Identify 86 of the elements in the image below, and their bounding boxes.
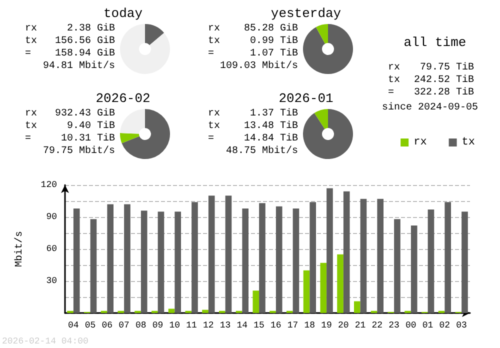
x-tick-label: 17: [287, 320, 298, 330]
bar: [276, 206, 282, 313]
text: 79.75 Mbit/s: [42, 145, 115, 157]
bar: [140, 210, 148, 313]
x-tick-label: 14: [236, 320, 248, 330]
bar: [107, 204, 114, 313]
text: = 14.84 TiB: [208, 134, 298, 144]
x-tick-label: 01: [422, 320, 434, 330]
legend-label: rx: [414, 136, 428, 148]
legend-label: tx: [462, 136, 476, 148]
y-tick-label: 90: [46, 212, 57, 222]
bar: [410, 226, 418, 313]
text: tx 242.52 TiB: [388, 75, 474, 86]
x-tick-label: 00: [406, 320, 416, 330]
x-tick-label: 10: [169, 320, 180, 330]
text: tx 0.99 TiB: [208, 36, 298, 47]
x-tick-label: 07: [118, 320, 130, 330]
text: tx 156.56 GiB: [25, 36, 115, 47]
text: all time: [404, 35, 466, 50]
x-tick-label: 04: [68, 320, 79, 330]
text: since 2024-09-05: [382, 102, 478, 114]
text: 48.75 Mbit/s: [226, 145, 298, 157]
x-tick-label: 06: [102, 320, 113, 330]
bar: [124, 204, 130, 313]
bar: [90, 219, 97, 313]
bar: [303, 270, 310, 313]
y-axis-title: Mbit/s: [14, 230, 26, 268]
bar: [428, 210, 434, 313]
text: = 158.94 GiB: [25, 48, 115, 60]
x-tick-label: 22: [372, 320, 383, 330]
bar: [73, 208, 80, 313]
text: rx 85.28 GiB: [208, 24, 298, 34]
x-tick-label: 23: [388, 320, 400, 330]
x-tick-label: 03: [456, 320, 467, 330]
bar: [225, 196, 232, 313]
bar: [343, 191, 350, 313]
x-tick-label: 05: [84, 320, 96, 330]
text: = 1.07 TiB: [208, 48, 298, 60]
y-tick-label: 60: [46, 244, 57, 254]
chart-title: today: [103, 6, 143, 21]
bar: [192, 202, 198, 313]
bar: [252, 290, 260, 313]
text: rx 2.38 GiB: [25, 24, 115, 34]
bar: [259, 203, 266, 313]
bar: [377, 198, 384, 313]
chart-title: yesterday: [270, 6, 342, 21]
text: rx 79.75 TiB: [388, 62, 474, 74]
text: rx 932.43 GiB: [25, 108, 115, 120]
bar: [337, 254, 344, 313]
x-tick-label: 15: [254, 320, 264, 330]
bar: [202, 310, 208, 313]
bar: [292, 208, 300, 313]
x-tick-label: 20: [338, 320, 349, 330]
bar: [174, 212, 182, 313]
bar: [158, 212, 164, 313]
bar: [394, 219, 400, 313]
x-tick-label: 08: [136, 320, 146, 330]
bar: [354, 301, 360, 313]
y-tick-label: 30: [46, 276, 57, 286]
text: 94.81 Mbit/s: [42, 60, 115, 72]
x-tick-label: 16: [270, 320, 282, 330]
x-tick-label: 21: [354, 320, 366, 330]
bar: [444, 202, 452, 313]
x-tick-label: 18: [304, 320, 316, 330]
text: 109.03 Mbit/s: [220, 60, 298, 72]
bar: [242, 208, 249, 313]
bar: [360, 198, 367, 313]
text: rx 1.37 TiB: [208, 108, 298, 120]
bar: [310, 202, 316, 313]
x-tick-label: 11: [186, 320, 197, 330]
text: = 10.31 TiB: [25, 134, 115, 144]
text: tx 13.48 TiB: [208, 121, 298, 132]
x-tick-label: 02: [439, 320, 450, 330]
x-tick-label: 12: [203, 320, 214, 330]
y-tick-label: 120: [40, 180, 57, 190]
bar: [168, 308, 175, 313]
bar: [320, 262, 327, 313]
bar: [208, 196, 215, 313]
x-tick-label: 09: [152, 320, 164, 330]
bar: [326, 188, 333, 313]
text: tx 9.40 TiB: [25, 121, 115, 132]
chart-title: 2026-01: [278, 91, 334, 106]
x-tick-label: 13: [220, 320, 231, 330]
text: = 322.28 TiB: [388, 88, 474, 98]
chart-title: 2026-02: [96, 91, 150, 106]
x-tick-label: 19: [321, 320, 332, 330]
